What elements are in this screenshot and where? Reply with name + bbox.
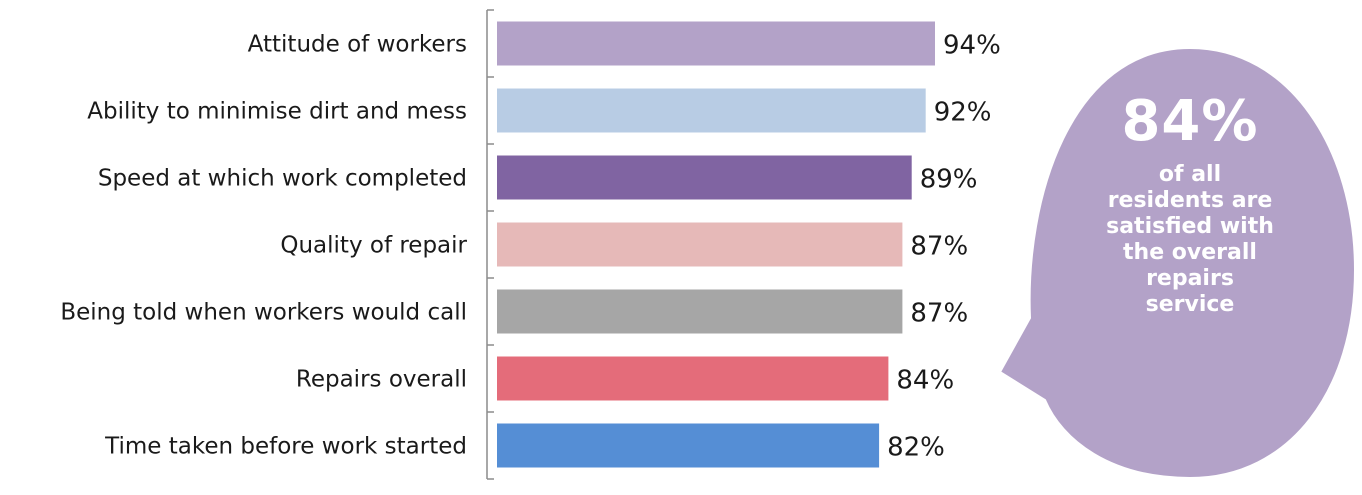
category-label: Ability to minimise dirt and mess <box>87 99 467 125</box>
value-label: 94% <box>943 31 1001 61</box>
value-label: 87% <box>910 232 968 262</box>
category-axis <box>486 9 494 480</box>
callout-text: 84% of all residents are satisfied with … <box>1055 88 1325 318</box>
bar <box>497 289 903 334</box>
category-label: Being told when workers would call <box>60 300 467 326</box>
value-labels: 94% 92% 89% 87% 87% 84% 82% <box>887 31 1001 463</box>
callout-body: of all residents are satisfied with the … <box>1106 162 1274 317</box>
bar <box>497 155 912 200</box>
value-label: 89% <box>920 165 978 195</box>
callout-bubble <box>998 46 1357 480</box>
category-label: Repairs overall <box>296 367 467 393</box>
value-label: 84% <box>896 366 954 396</box>
value-label: 82% <box>887 433 945 463</box>
bar <box>497 423 880 468</box>
bar <box>497 21 935 66</box>
category-label: Speed at which work completed <box>98 166 467 192</box>
value-label: 92% <box>934 98 992 128</box>
bar <box>497 356 889 401</box>
bar <box>497 88 926 133</box>
bars <box>497 21 935 468</box>
category-label: Attitude of workers <box>248 32 467 58</box>
bar <box>497 222 903 267</box>
category-labels: Attitude of workers Ability to minimise d… <box>60 32 467 460</box>
callout-headline: 84% <box>1121 89 1259 154</box>
category-label: Quality of repair <box>280 233 467 259</box>
value-label: 87% <box>910 299 968 329</box>
category-label: Time taken before work started <box>104 434 467 460</box>
